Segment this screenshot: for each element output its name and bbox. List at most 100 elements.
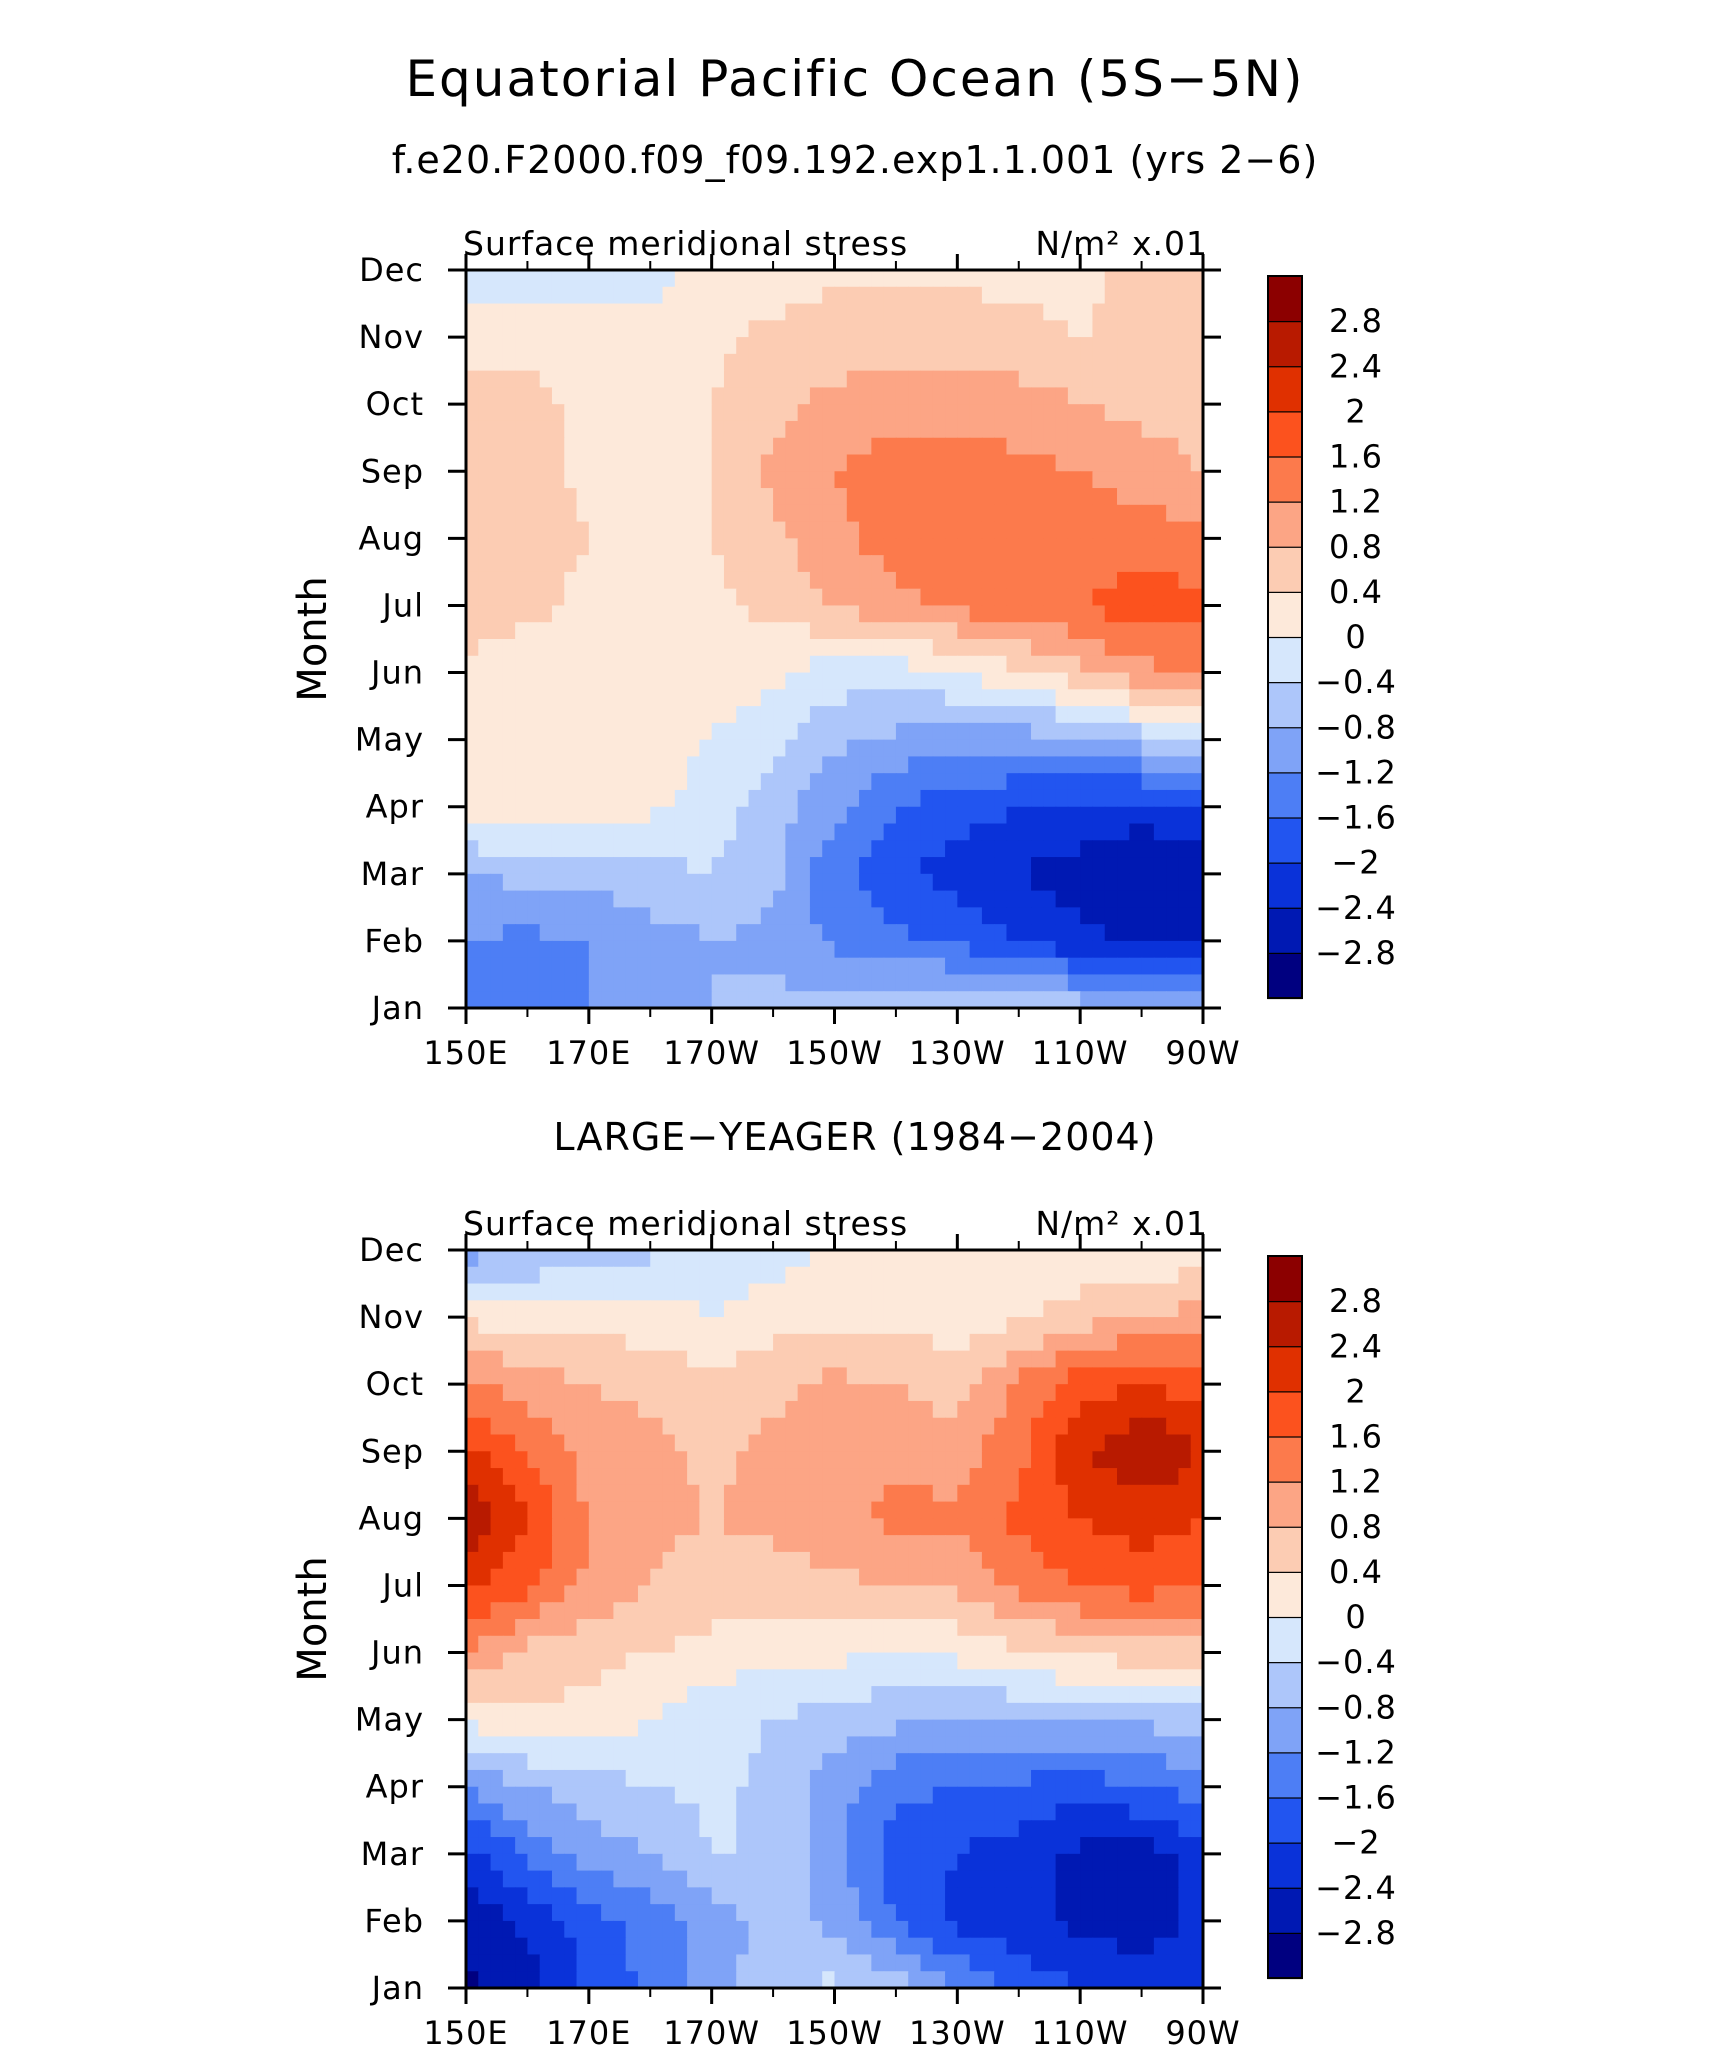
contour-cell	[515, 1468, 529, 1486]
contour-cell	[871, 337, 885, 355]
contour-cell	[797, 957, 811, 976]
contour-cell	[674, 722, 688, 741]
contour-cell	[723, 672, 737, 690]
contour-cell	[736, 789, 750, 808]
contour-cell	[1141, 1484, 1155, 1503]
contour-cell	[466, 286, 479, 305]
contour-cell	[711, 1803, 725, 1821]
contour-cell	[773, 689, 786, 707]
contour-cell	[1153, 454, 1167, 472]
contour-cell	[564, 840, 578, 858]
contour-cell	[662, 1283, 676, 1301]
contour-cell	[625, 1484, 639, 1503]
contour-cell	[699, 404, 713, 422]
contour-cell	[588, 1736, 602, 1754]
contour-cell	[1080, 689, 1094, 707]
contour-cell	[723, 689, 737, 707]
contour-cell	[1104, 974, 1118, 992]
contour-cell	[994, 420, 1008, 439]
contour-cell	[502, 1568, 516, 1587]
contour-cell	[1092, 1568, 1106, 1587]
contour-cell	[539, 1434, 553, 1452]
contour-cell	[687, 1870, 700, 1888]
contour-cell	[564, 437, 578, 456]
contour-cell	[1031, 1853, 1044, 1872]
contour-cell	[859, 454, 872, 472]
contour-cell	[551, 571, 565, 590]
contour-cell	[760, 689, 774, 707]
contour-cell	[1178, 806, 1192, 825]
contour-cell	[1018, 1484, 1032, 1503]
contour-cell	[1190, 1803, 1204, 1821]
contour-cell	[797, 1250, 811, 1268]
contour-cell	[785, 420, 799, 439]
contour-cell	[797, 1468, 811, 1486]
contour-cell	[478, 974, 492, 992]
contour-cell	[1006, 1434, 1020, 1452]
contour-cell	[994, 1702, 1008, 1721]
contour-cell	[1117, 756, 1130, 774]
contour-cell	[834, 1384, 848, 1402]
contour-cell	[883, 1786, 897, 1805]
contour-cell	[478, 706, 492, 724]
contour-cell	[846, 1602, 860, 1620]
contour-cell	[539, 521, 553, 539]
contour-cell	[637, 1635, 651, 1654]
contour-cell	[932, 1686, 946, 1704]
contour-cell	[601, 639, 614, 657]
contour-cell	[981, 1518, 995, 1536]
contour-cell	[588, 437, 602, 456]
contour-cell	[723, 1250, 737, 1268]
contour-cell	[662, 739, 676, 758]
contour-cell	[748, 538, 762, 556]
contour-cell	[551, 1635, 565, 1654]
contour-cell	[932, 420, 946, 439]
contour-cell	[1166, 890, 1180, 908]
contour-cell	[1178, 823, 1192, 841]
contour-cell	[809, 1367, 823, 1385]
contour-cell	[588, 504, 602, 523]
contour-cell	[576, 1736, 590, 1754]
contour-cell	[785, 1451, 799, 1469]
contour-cell	[588, 907, 602, 925]
contour-cell	[1178, 1250, 1192, 1268]
contour-cell	[723, 1602, 737, 1620]
contour-cell	[957, 571, 971, 590]
contour-cell	[711, 1367, 725, 1385]
contour-cell	[834, 353, 848, 372]
contour-cell	[957, 555, 971, 573]
contour-cell	[908, 1686, 922, 1704]
contour-cell	[613, 1266, 627, 1285]
contour-cell	[478, 1317, 492, 1335]
contour-cell	[527, 940, 541, 959]
contour-cell	[834, 1585, 848, 1603]
contour-cell	[625, 1619, 639, 1637]
contour-cell	[981, 1786, 995, 1805]
contour-cell	[736, 337, 750, 355]
contour-cell	[564, 404, 578, 422]
contour-cell	[1031, 957, 1044, 976]
contour-cell	[1031, 521, 1044, 539]
contour-cell	[773, 940, 786, 959]
contour-cell	[1043, 1434, 1057, 1452]
contour-cell	[908, 722, 922, 741]
contour-cell	[945, 454, 958, 472]
contour-cell	[871, 1769, 885, 1788]
contour-cell	[1141, 1300, 1155, 1318]
contour-cell	[588, 689, 602, 707]
contour-cell	[1092, 1669, 1106, 1687]
contour-cell	[588, 957, 602, 976]
contour-cell	[834, 420, 848, 439]
contour-cell	[773, 1468, 786, 1486]
contour-cell	[687, 1736, 700, 1754]
contour-cell	[1117, 588, 1130, 607]
contour-cell	[809, 521, 823, 539]
contour-cell	[883, 1451, 897, 1469]
contour-cell	[601, 1719, 614, 1738]
contour-cell	[1031, 270, 1044, 288]
contour-cell	[785, 840, 799, 858]
contour-cell	[981, 823, 995, 841]
contour-cell	[957, 1451, 971, 1469]
contour-cell	[662, 1619, 676, 1637]
contour-cell	[564, 1434, 578, 1452]
